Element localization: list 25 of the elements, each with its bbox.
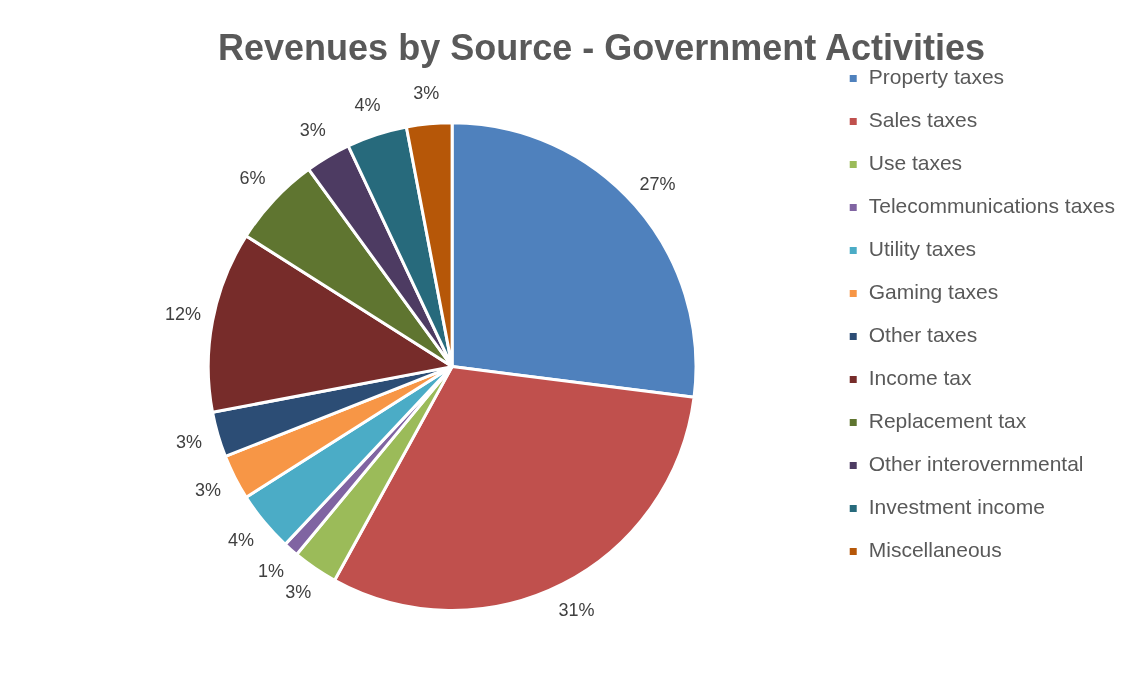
legend-label: Investment income: [868, 495, 1045, 519]
legend-label: Other interovernmental: [868, 452, 1084, 476]
data-label: 3%: [413, 82, 440, 103]
data-label: 27%: [639, 174, 676, 195]
data-label: 31%: [558, 599, 595, 620]
legend-label: Sales taxes: [868, 108, 978, 132]
legend-label: Replacement tax: [868, 409, 1027, 433]
data-label: 4%: [228, 530, 255, 551]
data-label: 3%: [176, 431, 203, 452]
data-label: 3%: [195, 479, 222, 500]
data-label: 12%: [165, 304, 202, 325]
legend-label: Income tax: [868, 366, 972, 390]
legend-label: Other taxes: [868, 323, 978, 347]
legend-label: Telecommunications taxes: [868, 194, 1115, 218]
data-label: 1%: [257, 561, 284, 582]
legend-label: Use taxes: [868, 151, 963, 175]
legend-label: Miscellaneous: [868, 538, 1002, 562]
data-label: 3%: [299, 119, 326, 140]
legend-label: Utility taxes: [868, 237, 977, 261]
legend-label: Gaming taxes: [868, 280, 999, 304]
chart-title: Revenues by Source - Government Activities: [218, 26, 985, 68]
legend-label: Property taxes: [868, 65, 1005, 89]
data-label: 4%: [354, 95, 381, 116]
data-label: 3%: [285, 582, 312, 603]
data-label: 6%: [239, 168, 266, 189]
